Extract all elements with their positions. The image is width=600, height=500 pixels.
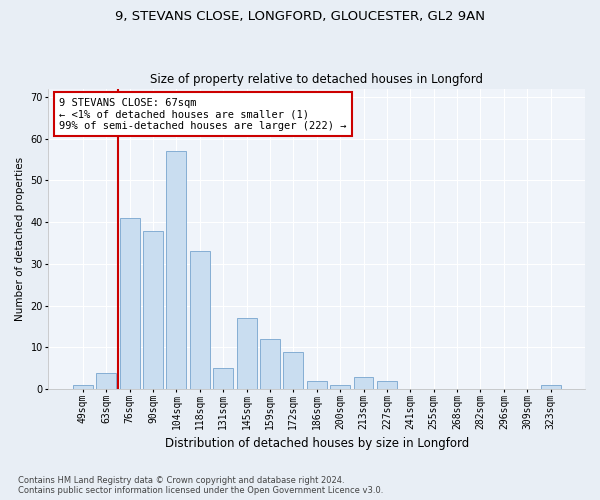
Bar <box>166 151 187 389</box>
Bar <box>260 339 280 389</box>
Bar <box>190 252 210 389</box>
Bar <box>73 385 93 389</box>
Y-axis label: Number of detached properties: Number of detached properties <box>15 157 25 321</box>
Text: Contains HM Land Registry data © Crown copyright and database right 2024.
Contai: Contains HM Land Registry data © Crown c… <box>18 476 383 495</box>
Bar <box>96 372 116 389</box>
Bar <box>353 376 373 389</box>
Text: 9 STEVANS CLOSE: 67sqm
← <1% of detached houses are smaller (1)
99% of semi-deta: 9 STEVANS CLOSE: 67sqm ← <1% of detached… <box>59 98 347 131</box>
Title: Size of property relative to detached houses in Longford: Size of property relative to detached ho… <box>150 73 483 86</box>
X-axis label: Distribution of detached houses by size in Longford: Distribution of detached houses by size … <box>164 437 469 450</box>
Bar <box>541 385 560 389</box>
Bar <box>377 381 397 389</box>
Bar <box>236 318 257 389</box>
Text: 9, STEVANS CLOSE, LONGFORD, GLOUCESTER, GL2 9AN: 9, STEVANS CLOSE, LONGFORD, GLOUCESTER, … <box>115 10 485 23</box>
Bar <box>307 381 326 389</box>
Bar <box>119 218 140 389</box>
Bar <box>143 230 163 389</box>
Bar <box>330 385 350 389</box>
Bar <box>213 368 233 389</box>
Bar <box>283 352 303 389</box>
